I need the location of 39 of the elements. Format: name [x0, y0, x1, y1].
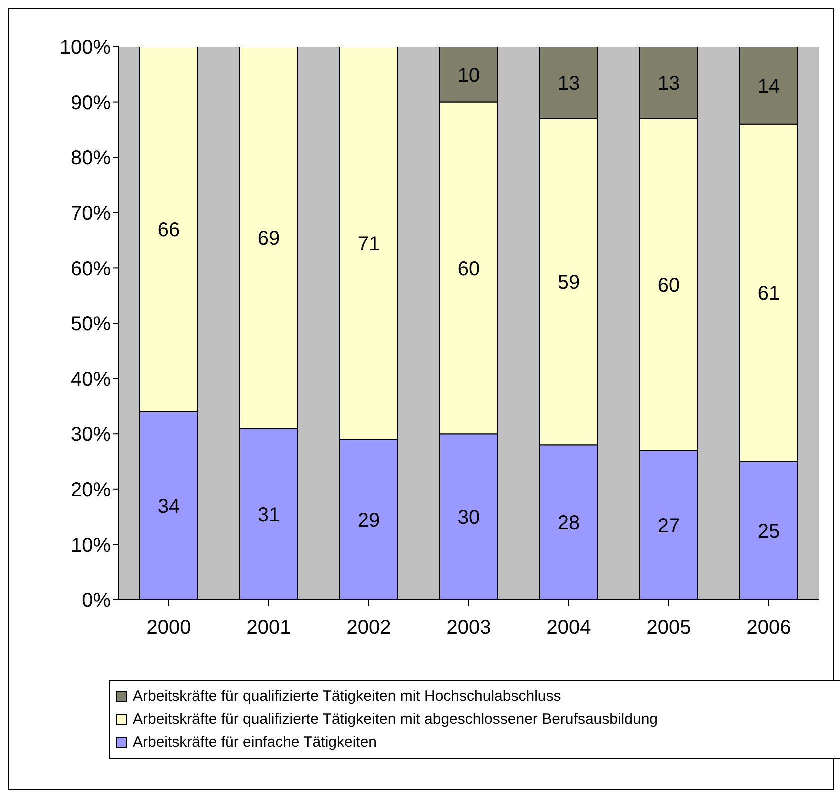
data-label: 13 [558, 73, 580, 96]
y-tick-label: 40% [70, 368, 112, 391]
data-label: 10 [458, 64, 480, 87]
data-label: 71 [358, 233, 380, 256]
y-tick-label: 30% [70, 424, 112, 446]
data-label: 66 [158, 220, 180, 242]
data-label: 60 [658, 274, 680, 297]
x-tick-label: 2006 [746, 617, 792, 640]
x-tick-label: 2001 [246, 617, 292, 640]
y-tick-label: 60% [70, 258, 112, 280]
data-label: 30 [458, 507, 480, 530]
legend-label: Arbeitskräfte für qualifizierte Tätigkeiten mit Hochschulabschluss [133, 688, 562, 705]
data-label: 69 [258, 228, 280, 250]
data-label: 14 [758, 76, 780, 98]
y-tick-label: 10% [70, 534, 112, 557]
x-tick-label: 2004 [546, 617, 592, 640]
data-label: 34 [158, 496, 180, 518]
data-label: 61 [758, 283, 780, 306]
x-tick-label: 2005 [646, 617, 692, 640]
y-tick-label: 100% [60, 37, 112, 60]
data-label: 29 [358, 510, 380, 532]
y-tick-label: 80% [70, 148, 112, 170]
legend-label: Arbeitskräfte für einfache Tätigkeiten [133, 734, 378, 751]
x-tick-label: 2002 [346, 617, 392, 640]
legend-label: Arbeitskräfte für qualifizierte Tätigkeiten mit abgeschlossener Berufsausbildung [133, 711, 658, 728]
y-tick-label: 50% [70, 314, 112, 336]
x-tick-label: 2003 [446, 617, 492, 640]
data-label: 60 [458, 258, 480, 280]
data-label: 13 [658, 73, 680, 96]
data-label: 28 [558, 512, 580, 535]
y-tick-label: 90% [70, 92, 112, 114]
data-label: 25 [758, 520, 780, 543]
y-tick-label: 20% [70, 480, 112, 502]
y-tick-label: 0% [82, 590, 112, 612]
data-label: 59 [558, 272, 580, 294]
x-tick-label: 2000 [146, 617, 192, 640]
data-label: 27 [658, 515, 680, 538]
data-label: 31 [258, 504, 280, 526]
y-tick-label: 70% [70, 203, 112, 225]
